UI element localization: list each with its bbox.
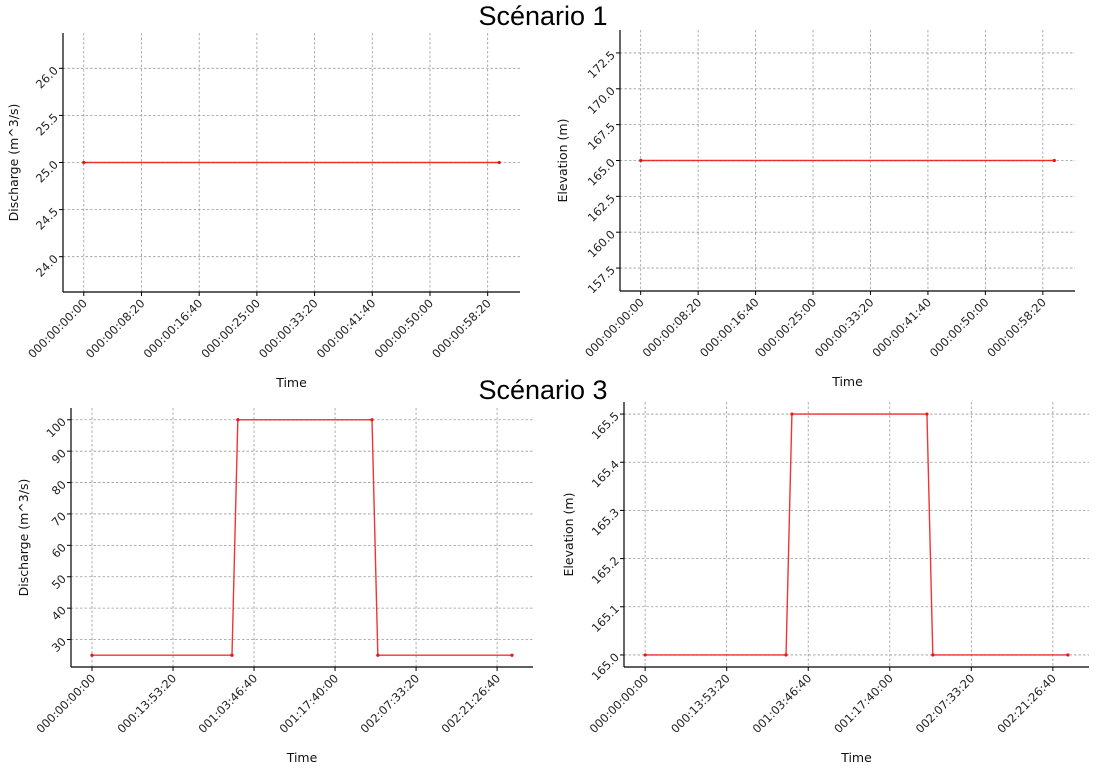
y-tick-label: 165.0 bbox=[589, 650, 622, 683]
y-tick-label: 26.0 bbox=[33, 63, 61, 91]
chart-3: 000:00:00:00 000:13:53:20 001:03:46:40 001:… bbox=[16, 408, 533, 765]
data-point bbox=[82, 160, 86, 165]
y-tick-label: 165.1 bbox=[589, 602, 622, 635]
data-point bbox=[370, 418, 374, 422]
x-tick-label: 000:00:16:40 bbox=[141, 296, 206, 361]
x-tick-label: 000:00:58:20 bbox=[984, 295, 1049, 360]
x-tick-label: 000:00:08:20 bbox=[640, 295, 705, 360]
y-axis-label: Elevation (m) bbox=[555, 119, 570, 203]
data-point bbox=[784, 653, 788, 657]
y-axis-label: Elevation (m) bbox=[561, 493, 576, 577]
scenario-3-title: Scénario 3 bbox=[478, 375, 608, 405]
x-axis-label: Time bbox=[286, 750, 318, 765]
data-point bbox=[510, 653, 514, 657]
data-point bbox=[925, 412, 929, 416]
y-tick-label: 25.0 bbox=[33, 158, 61, 186]
x-tick-label: 000:00:50:00 bbox=[371, 296, 436, 361]
y-tick-label: 70 bbox=[49, 509, 69, 529]
data-point bbox=[376, 653, 380, 657]
y-tick-label: 165.2 bbox=[589, 554, 622, 587]
y-tick-label: 172.5 bbox=[585, 48, 618, 81]
x-tick-label: 002:21:26:40 bbox=[994, 671, 1059, 736]
y-tick-label: 50 bbox=[49, 572, 69, 592]
y-tick-label: 60 bbox=[49, 540, 69, 560]
x-axis-label: Time bbox=[831, 374, 863, 389]
data-point bbox=[790, 412, 794, 416]
x-tick-label: 000:00:25:00 bbox=[198, 296, 263, 361]
data-point bbox=[639, 158, 643, 163]
data-point bbox=[90, 653, 94, 657]
x-tick-label: 000:00:00:00 bbox=[33, 671, 98, 736]
y-tick-label: 25.5 bbox=[33, 110, 61, 138]
x-tick-label: 002:21:26:40 bbox=[439, 671, 504, 736]
data-point bbox=[1052, 158, 1056, 163]
x-tick-label: 000:00:41:40 bbox=[869, 295, 934, 360]
x-tick-label: 000:00:00:00 bbox=[582, 295, 647, 360]
data-point bbox=[931, 653, 935, 657]
y-tick-label: 160.0 bbox=[585, 227, 618, 260]
x-tick-label: 002:07:33:20 bbox=[913, 671, 978, 736]
data-point bbox=[230, 653, 234, 657]
x-tick-label: 000:13:53:20 bbox=[668, 671, 733, 736]
x-tick-label: 000:00:25:00 bbox=[754, 295, 819, 360]
x-tick-label: 000:00:33:20 bbox=[256, 296, 321, 361]
y-tick-label: 162.5 bbox=[585, 191, 618, 224]
x-tick-label: 000:00:00:00 bbox=[25, 296, 90, 361]
y-tick-label: 167.5 bbox=[585, 120, 618, 153]
chart-4: 000:00:00:00 000:13:53:20 001:03:46:40 001:… bbox=[561, 402, 1089, 765]
chart-2: 000:00:00:00000:00:08:20000:00:16:40000:… bbox=[555, 30, 1075, 389]
y-tick-label: 170.0 bbox=[585, 84, 618, 117]
y-tick-label: 100 bbox=[44, 415, 69, 440]
x-axis-label: Time bbox=[275, 375, 307, 390]
y-tick-label: 165.4 bbox=[589, 457, 622, 490]
x-axis-label: Time bbox=[840, 750, 872, 765]
data-point bbox=[1066, 653, 1070, 657]
series-line bbox=[92, 419, 512, 656]
y-tick-label: 24.5 bbox=[33, 205, 61, 233]
y-axis-label: Discharge (m^3/s) bbox=[6, 104, 21, 222]
y-tick-label: 90 bbox=[49, 446, 69, 466]
series-line bbox=[645, 413, 1068, 656]
x-tick-label: 000:00:16:40 bbox=[697, 295, 762, 360]
y-tick-label: 24.0 bbox=[33, 252, 61, 280]
y-tick-label: 165.5 bbox=[589, 409, 622, 442]
chart-1: 000:00:00:00000:00:08:20000:00:16:40000:… bbox=[6, 33, 520, 390]
x-tick-label: 001:17:40:00 bbox=[276, 671, 341, 736]
y-tick-label: 165.3 bbox=[589, 505, 622, 538]
x-tick-label: 000:00:08:20 bbox=[83, 296, 148, 361]
y-tick-label: 40 bbox=[49, 603, 69, 623]
x-tick-label: 000:00:41:40 bbox=[314, 296, 379, 361]
data-point bbox=[497, 160, 501, 165]
x-tick-label: 000:13:53:20 bbox=[114, 671, 179, 736]
y-axis-label: Discharge (m^3/s) bbox=[16, 479, 31, 597]
data-point bbox=[236, 418, 240, 422]
y-tick-label: 157.5 bbox=[585, 263, 618, 296]
x-tick-label: 000:00:33:20 bbox=[812, 295, 877, 360]
x-tick-label: 000:00:50:00 bbox=[927, 295, 992, 360]
x-tick-label: 001:17:40:00 bbox=[831, 671, 896, 736]
y-tick-label: 30 bbox=[49, 635, 69, 655]
data-point bbox=[643, 653, 647, 657]
y-tick-label: 80 bbox=[49, 478, 69, 498]
x-tick-label: 002:07:33:20 bbox=[358, 671, 423, 736]
y-tick-label: 165.0 bbox=[585, 156, 618, 189]
x-tick-label: 000:00:58:20 bbox=[429, 296, 494, 361]
x-tick-label: 001:03:46:40 bbox=[195, 671, 260, 736]
x-tick-label: 001:03:46:40 bbox=[750, 671, 815, 736]
scenario-1-title: Scénario 1 bbox=[478, 1, 608, 31]
